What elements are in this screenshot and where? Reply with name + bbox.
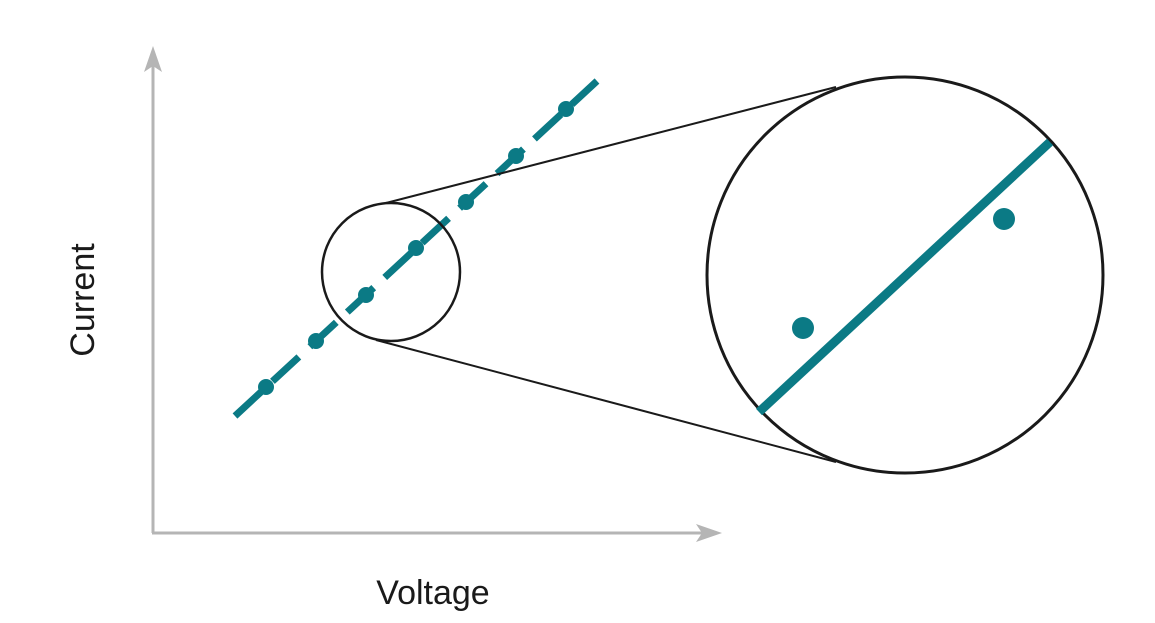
magnified-data-point (993, 208, 1015, 230)
x-axis-arrowhead (696, 524, 722, 542)
trend-line (232, 78, 600, 419)
data-point (458, 194, 474, 210)
zoom-connector-bottom (375, 339, 837, 463)
axes (144, 46, 722, 542)
zoom-connector-top (385, 86, 837, 204)
y-axis-arrowhead (144, 46, 162, 72)
data-point (508, 148, 524, 164)
data-point (258, 379, 274, 395)
data-point (558, 101, 574, 117)
magnified-data-point (792, 317, 814, 339)
data-point (408, 240, 424, 256)
zoom-source-circle (320, 201, 462, 343)
zoom-callout (320, 75, 1105, 475)
y-axis-label: Current (64, 243, 102, 357)
data-point (358, 287, 374, 303)
data-point (308, 333, 324, 349)
x-axis-label: Voltage (376, 574, 489, 612)
magnified-trend-line (755, 138, 1054, 416)
data-points (258, 101, 574, 395)
